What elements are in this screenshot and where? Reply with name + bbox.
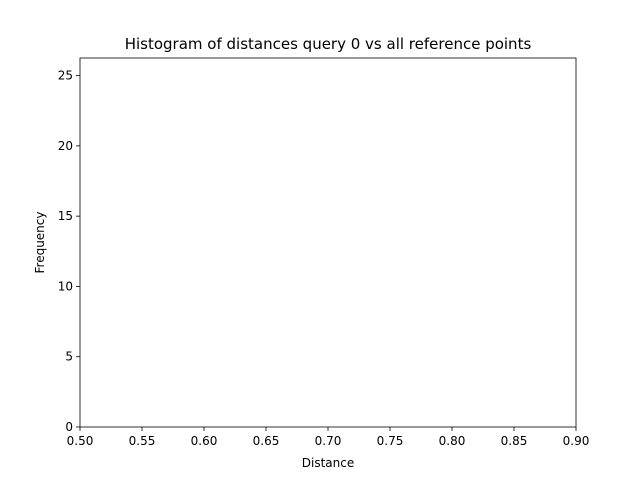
- x-axis-label: Distance: [302, 456, 354, 470]
- y-tick-label: 10: [58, 279, 73, 293]
- x-tick-label: 0.90: [563, 434, 590, 448]
- x-tick-label: 0.55: [129, 434, 156, 448]
- y-tick-label: 15: [58, 209, 73, 223]
- x-tick-label: 0.75: [377, 434, 404, 448]
- x-tick-label: 0.70: [315, 434, 342, 448]
- y-tick-label: 5: [65, 350, 73, 364]
- x-tick-label: 0.50: [67, 434, 94, 448]
- x-axis-ticks: 0.50 0.55 0.60 0.65 0.70 0.75 0.80 0.85 0.90: [67, 427, 590, 448]
- x-tick-label: 0.85: [501, 434, 528, 448]
- y-axis-ticks: 0 5 10 15 20 25: [58, 69, 80, 434]
- x-tick-label: 0.65: [253, 434, 280, 448]
- chart-title: Histogram of distances query 0 vs all re…: [125, 35, 532, 53]
- y-axis-label: Frequency: [33, 212, 47, 274]
- y-tick-label: 20: [58, 139, 73, 153]
- x-tick-label: 0.80: [439, 434, 466, 448]
- x-tick-label: 0.60: [191, 434, 218, 448]
- y-tick-label: 25: [58, 69, 73, 83]
- y-tick-label: 0: [65, 420, 73, 434]
